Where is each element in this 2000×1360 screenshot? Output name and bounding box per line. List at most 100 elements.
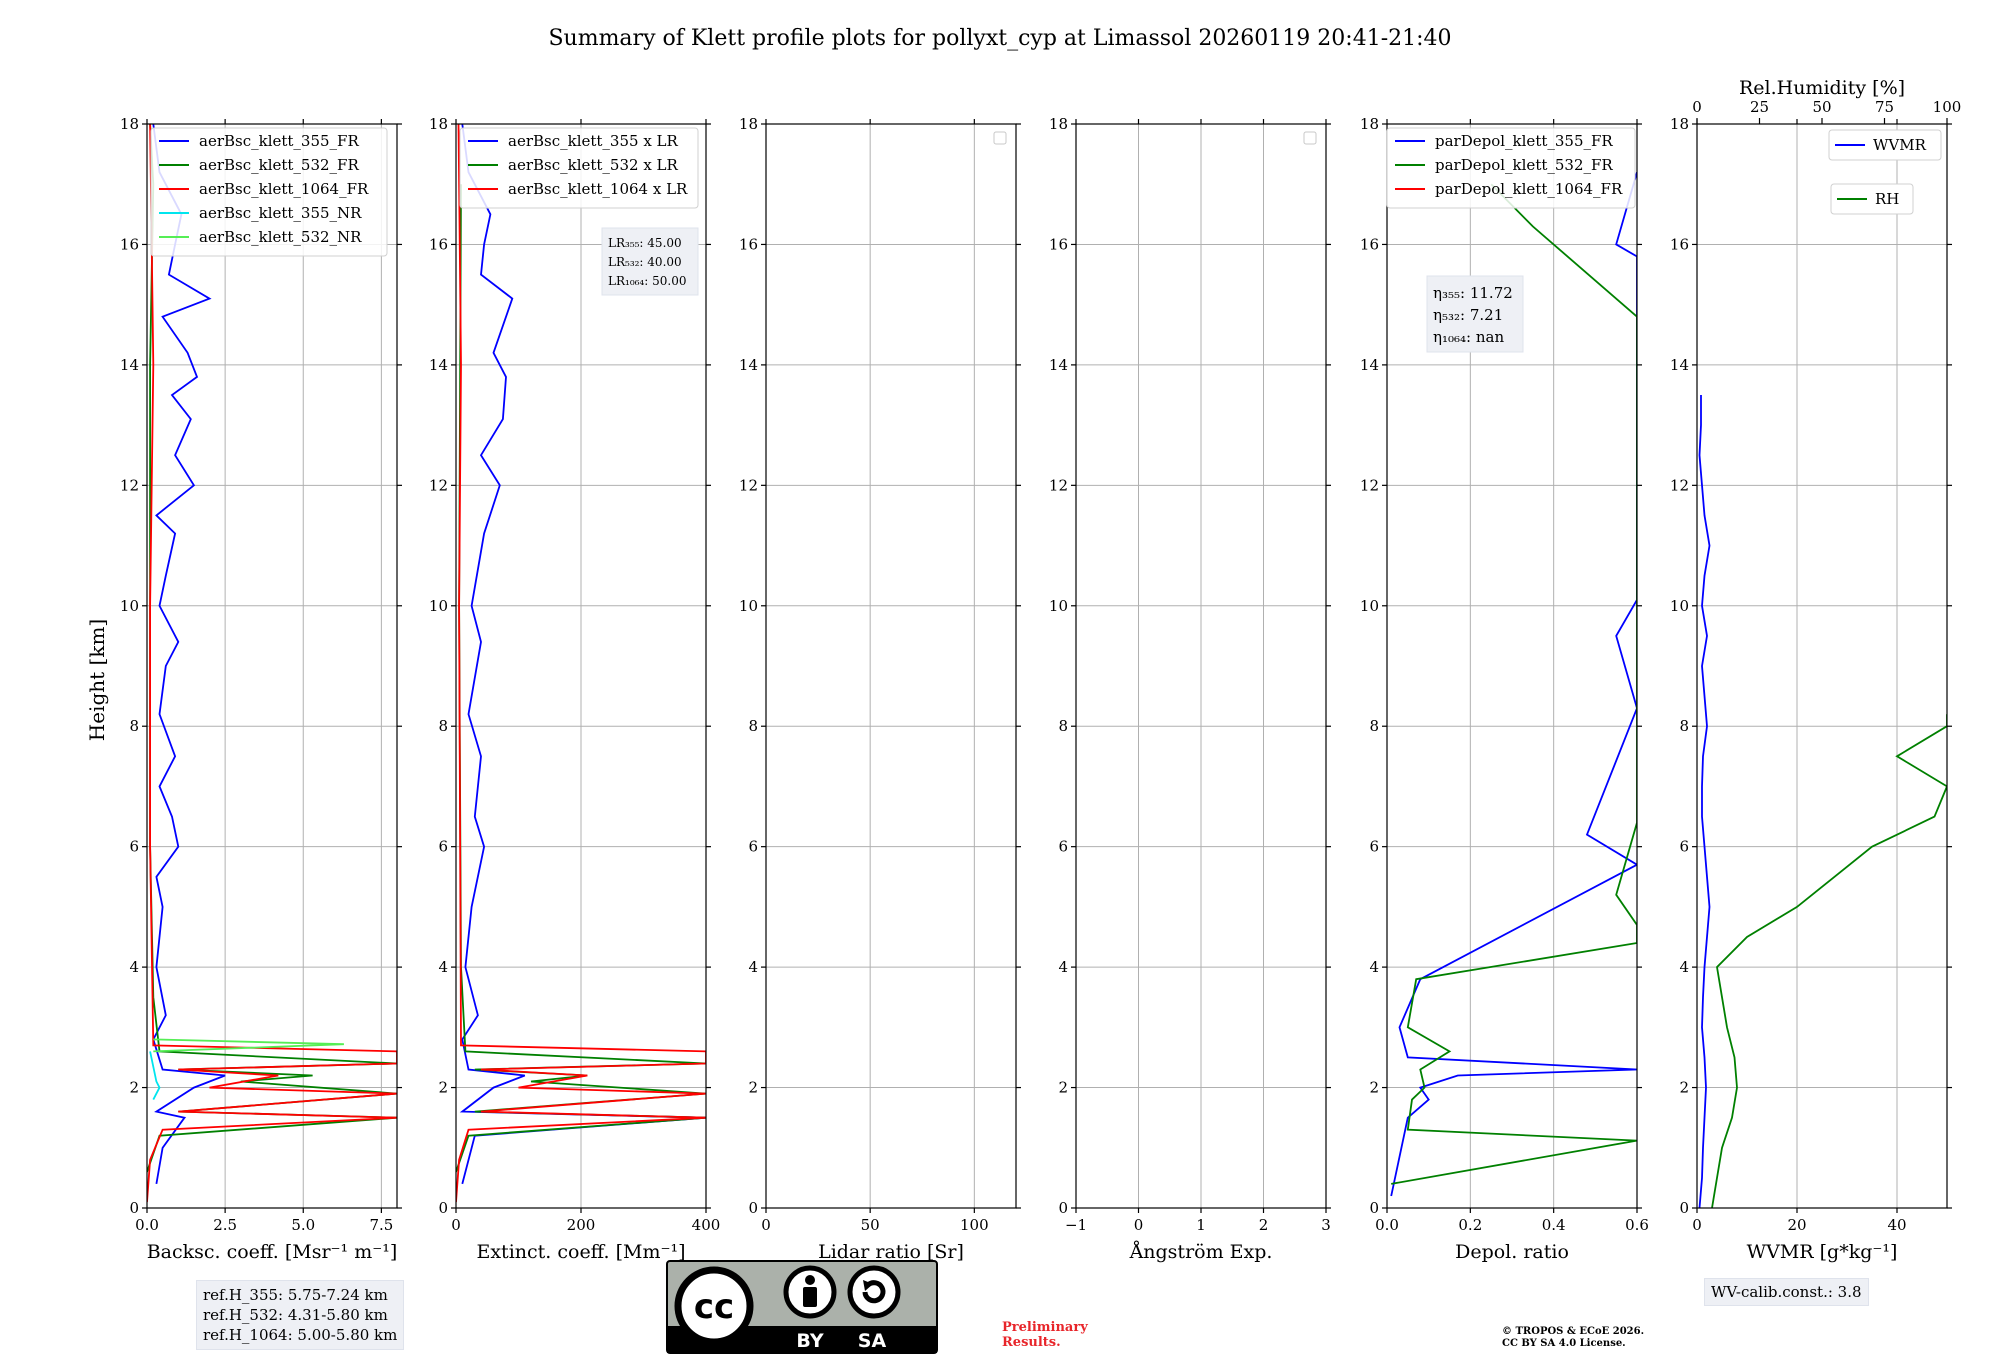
y-tick-label: 12 bbox=[429, 476, 448, 494]
ref-height-355: ref.H_355: 5.75-7.24 km bbox=[203, 1286, 388, 1304]
y-tick-label: 2 bbox=[1679, 1079, 1689, 1097]
x-tick-label: 20 bbox=[1787, 1216, 1806, 1234]
x-axis-label: Ångström Exp. bbox=[1129, 1241, 1273, 1263]
y-tick-label: 4 bbox=[748, 958, 758, 976]
y-tick-label: 12 bbox=[739, 476, 758, 494]
cc-by-sa-license-badge[interactable]: cc BY SA bbox=[666, 1260, 938, 1354]
y-tick-label: 4 bbox=[1679, 958, 1689, 976]
legend-label: aerBsc_klett_1064_FR bbox=[199, 180, 369, 198]
top-x-tick-label: 50 bbox=[1812, 98, 1831, 116]
x-tick-label: 0 bbox=[761, 1216, 771, 1234]
y-tick-label: 18 bbox=[739, 115, 758, 133]
x-tick-label: 200 bbox=[567, 1216, 596, 1234]
by-label: BY bbox=[796, 1330, 823, 1352]
panel-lidar_ratio: 0 2 4 6 8 10 12 14 16 18 0 50 100 Lidar ratio [Sr] bbox=[739, 115, 1021, 1263]
copyright-line-2: CC BY SA 4.0 License. bbox=[1502, 1338, 1626, 1349]
axes-frame bbox=[765, 123, 1017, 1209]
annotation-label: LR₅₃₂: 40.00 bbox=[608, 255, 682, 269]
figure-title: Summary of Klett profile plots for polly… bbox=[548, 26, 1451, 51]
x-tick-label: 0.6 bbox=[1625, 1216, 1649, 1234]
y-tick-label: 18 bbox=[429, 115, 448, 133]
y-tick-label: 8 bbox=[748, 717, 758, 735]
panel-depol: 0 2 4 6 8 10 12 14 16 18 0.0 0.2 0.4 0.6 Depol. ratio p… bbox=[1360, 115, 1649, 1263]
y-tick-label: 6 bbox=[748, 838, 758, 856]
y-tick-label: 6 bbox=[1058, 838, 1068, 856]
cc-logo-text: cc bbox=[694, 1287, 734, 1327]
y-tick-label: 8 bbox=[1058, 717, 1068, 735]
y-tick-label: 14 bbox=[1670, 356, 1689, 374]
y-tick-label: 2 bbox=[1058, 1079, 1068, 1097]
series-line-aerBsc_klett_1064_FR bbox=[147, 124, 397, 1203]
x-axis-label: Extinct. coeff. [Mm⁻¹] bbox=[476, 1241, 685, 1263]
y-tick-label: 16 bbox=[429, 235, 448, 253]
annotation-box bbox=[1426, 275, 1524, 353]
y-tick-label: 4 bbox=[1058, 958, 1068, 976]
x-tick-label: 400 bbox=[692, 1216, 721, 1234]
legend-label: aerBsc_klett_355 x LR bbox=[508, 132, 679, 150]
x-tick-label: 50 bbox=[861, 1216, 880, 1234]
y-tick-label: 16 bbox=[739, 235, 758, 253]
legend-label: aerBsc_klett_355_FR bbox=[199, 132, 359, 150]
y-tick-label: 6 bbox=[129, 838, 139, 856]
x-tick-label: 2.5 bbox=[213, 1216, 237, 1234]
legend-label: aerBsc_klett_532_NR bbox=[199, 228, 362, 246]
x-axis-label: Depol. ratio bbox=[1455, 1241, 1569, 1263]
y-tick-label: 8 bbox=[1679, 717, 1689, 735]
series-line-aerBsc_klett_1064 x LR bbox=[456, 124, 706, 1203]
top-x-tick-label: 75 bbox=[1875, 98, 1894, 116]
empty-legend-box bbox=[1303, 131, 1317, 145]
y-tick-label: 16 bbox=[120, 235, 139, 253]
y-tick-label: 12 bbox=[1049, 476, 1068, 494]
y-tick-label: 10 bbox=[429, 597, 448, 615]
x-tick-label: 3 bbox=[1321, 1216, 1331, 1234]
annotation-label: LR₃₅₅: 45.00 bbox=[608, 236, 682, 250]
series-line-parDepol_klett_355_FR bbox=[1390, 171, 1637, 1197]
y-tick-label: 2 bbox=[438, 1079, 448, 1097]
legend-label: RH bbox=[1875, 190, 1899, 208]
sa-label: SA bbox=[858, 1330, 887, 1352]
series-line-aerBsc_klett_532_FR bbox=[147, 124, 397, 1173]
annotation-label: η₅₃₂: 7.21 bbox=[1433, 306, 1503, 324]
y-tick-label: 2 bbox=[129, 1079, 139, 1097]
x-tick-label: 0.4 bbox=[1542, 1216, 1566, 1234]
y-tick-label: 14 bbox=[120, 356, 139, 374]
x-tick-label: 0.0 bbox=[135, 1216, 159, 1234]
annotation-label: η₃₅₅: 11.72 bbox=[1433, 284, 1513, 302]
y-tick-label: 14 bbox=[429, 356, 448, 374]
y-tick-label: 8 bbox=[1369, 717, 1379, 735]
series-line-WVMR bbox=[1698, 395, 1711, 1208]
axes-frame bbox=[1386, 123, 1638, 1209]
top-x-tick-label: 25 bbox=[1750, 98, 1769, 116]
sa-share-alike-icon bbox=[847, 1265, 901, 1319]
axes-frame bbox=[1696, 123, 1948, 1209]
x-tick-label: 0 bbox=[1692, 1216, 1702, 1234]
y-axis-label: Height [km] bbox=[85, 619, 109, 741]
y-tick-label: 0 bbox=[1058, 1199, 1068, 1217]
x-tick-label: 5.0 bbox=[291, 1216, 315, 1234]
y-tick-label: 14 bbox=[1049, 356, 1068, 374]
legend-label: parDepol_klett_532_FR bbox=[1435, 156, 1613, 174]
y-tick-label: 12 bbox=[1670, 476, 1689, 494]
legend-label: parDepol_klett_355_FR bbox=[1435, 132, 1613, 150]
y-tick-label: 2 bbox=[1369, 1079, 1379, 1097]
series-line-aerBsc_klett_355_NR bbox=[149, 1051, 161, 1101]
y-tick-label: 10 bbox=[739, 597, 758, 615]
y-tick-label: 14 bbox=[1360, 356, 1379, 374]
x-tick-label: 0.0 bbox=[1375, 1216, 1399, 1234]
x-axis-label: WVMR [g*kg⁻¹] bbox=[1747, 1241, 1898, 1263]
y-tick-label: 0 bbox=[438, 1199, 448, 1217]
legend-box bbox=[1830, 183, 1914, 215]
legend-label: aerBsc_klett_1064 x LR bbox=[508, 180, 688, 198]
x-tick-label: 40 bbox=[1887, 1216, 1906, 1234]
legend-box bbox=[150, 127, 388, 257]
x-axis-label: Backsc. coeff. [Msr⁻¹ m⁻¹] bbox=[147, 1241, 398, 1263]
y-tick-label: 2 bbox=[748, 1079, 758, 1097]
x-tick-label: 2 bbox=[1259, 1216, 1269, 1234]
y-tick-label: 4 bbox=[1369, 958, 1379, 976]
y-tick-label: 12 bbox=[1360, 476, 1379, 494]
wv-calibration-box: WV-calib.const.: 3.8 bbox=[1704, 1278, 1869, 1306]
legend-label: aerBsc_klett_355_NR bbox=[199, 204, 362, 222]
panel-extinction: 0 2 4 6 8 10 12 14 16 18 0 200 400 Extinct. coeff. [M… bbox=[429, 115, 720, 1263]
